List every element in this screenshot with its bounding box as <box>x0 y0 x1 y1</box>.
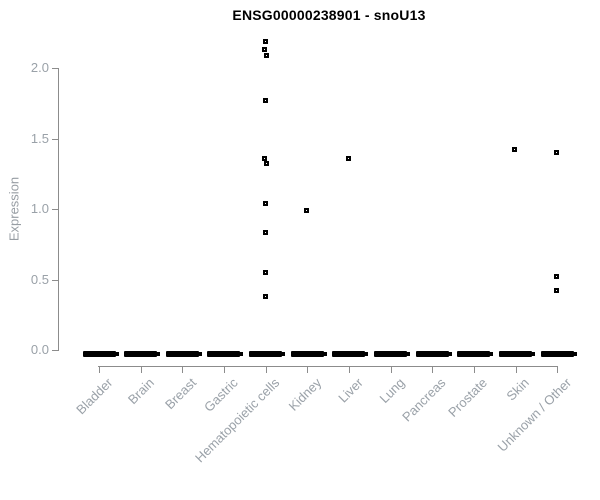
y-tick-label: 1.5 <box>30 130 49 146</box>
data-point <box>264 52 270 58</box>
x-tick-label: Unknown / Other <box>494 375 574 455</box>
data-point <box>263 269 269 275</box>
x-tick-label: Gastric <box>200 375 241 415</box>
zero-cluster-bar <box>332 351 369 357</box>
y-tick <box>52 350 59 351</box>
zero-cluster-bar <box>457 351 494 357</box>
data-point <box>346 155 352 161</box>
zero-cluster-bar <box>249 351 286 357</box>
x-tick <box>223 366 225 373</box>
x-tick-label: Liver <box>334 375 366 406</box>
data-point <box>264 161 270 167</box>
x-tick-label: Lung <box>376 375 408 407</box>
zero-cluster-bar <box>165 351 202 357</box>
zero-cluster-bar <box>540 351 577 357</box>
x-tick <box>182 366 184 373</box>
x-tick <box>307 366 309 373</box>
data-point <box>263 200 269 206</box>
data-point <box>553 274 559 280</box>
x-tick <box>99 366 100 373</box>
chart-title: ENSG00000238901 - snoU13 <box>232 7 426 23</box>
y-tick <box>52 279 59 281</box>
x-tick <box>473 366 475 373</box>
x-tick-label: Breast <box>161 375 199 413</box>
x-tick <box>515 366 517 373</box>
y-tick <box>52 209 59 210</box>
data-point <box>553 150 559 156</box>
x-tick-label: Kidney <box>285 375 324 414</box>
y-tick <box>52 68 59 69</box>
x-tick <box>140 366 142 373</box>
x-tick <box>265 366 267 373</box>
zero-cluster-bar <box>499 351 535 357</box>
zero-cluster-bar <box>415 351 452 357</box>
y-tick-label: 2.0 <box>30 60 49 75</box>
x-tick-label: Bladder <box>73 375 116 418</box>
zero-cluster-bar <box>290 351 327 357</box>
data-point <box>553 288 559 294</box>
y-tick-label: 1.0 <box>30 201 49 216</box>
x-tick <box>432 366 434 373</box>
data-point <box>303 207 309 213</box>
x-tick <box>557 366 559 373</box>
y-tick-label: 0.5 <box>30 271 49 287</box>
x-tick <box>390 366 392 373</box>
zero-cluster-bar <box>207 351 244 357</box>
zero-cluster-bar <box>124 351 161 357</box>
x-tick-label: Brain <box>125 375 158 408</box>
zero-cluster-bar <box>374 351 411 357</box>
x-tick-label: Pancreas <box>399 375 449 425</box>
data-point <box>263 230 269 236</box>
y-tick-label: 0.0 <box>30 342 49 357</box>
data-point <box>262 155 268 161</box>
y-tick <box>52 138 59 140</box>
data-point <box>263 97 269 103</box>
data-point <box>262 47 268 53</box>
x-tick-label: Prostate <box>445 375 491 420</box>
x-tick-label: Skin <box>503 375 533 404</box>
x-axis-line <box>98 366 559 367</box>
zero-cluster-bar <box>82 351 119 357</box>
data-point <box>263 293 269 299</box>
data-point <box>512 147 517 153</box>
x-tick <box>348 366 350 373</box>
data-point <box>263 38 269 44</box>
